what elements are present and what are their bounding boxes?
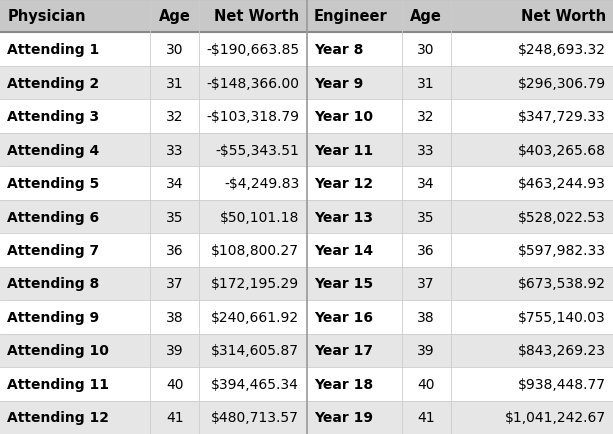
Bar (0, 233, 613, 267)
Text: $394,465.34: $394,465.34 (211, 377, 299, 391)
Text: 30: 30 (417, 43, 435, 57)
Text: Attending 2: Attending 2 (7, 76, 99, 90)
Text: 40: 40 (417, 377, 435, 391)
Bar (0, 0, 613, 33)
Text: 36: 36 (417, 243, 435, 257)
Text: -$148,366.00: -$148,366.00 (206, 76, 299, 90)
Text: Year 13: Year 13 (314, 210, 373, 224)
Text: 31: 31 (166, 76, 183, 90)
Text: $403,265.68: $403,265.68 (517, 143, 606, 157)
Text: Year 9: Year 9 (314, 76, 363, 90)
Text: -$103,318.79: -$103,318.79 (206, 110, 299, 124)
Text: $463,244.93: $463,244.93 (518, 177, 606, 191)
Text: Net Worth: Net Worth (520, 9, 606, 24)
Bar (0, 134, 613, 167)
Text: Year 17: Year 17 (314, 344, 373, 358)
Text: Year 19: Year 19 (314, 410, 373, 424)
Text: Year 11: Year 11 (314, 143, 373, 157)
Text: Year 8: Year 8 (314, 43, 364, 57)
Text: Attending 1: Attending 1 (7, 43, 99, 57)
Text: 38: 38 (166, 310, 183, 324)
Bar (0, 334, 613, 367)
Text: Attending 9: Attending 9 (7, 310, 99, 324)
Text: Year 16: Year 16 (314, 310, 373, 324)
Text: 40: 40 (166, 377, 183, 391)
Bar (0, 100, 613, 134)
Text: Net Worth: Net Worth (214, 9, 299, 24)
Text: Year 15: Year 15 (314, 277, 373, 291)
Text: $673,538.92: $673,538.92 (517, 277, 606, 291)
Text: Age: Age (410, 9, 442, 24)
Text: 34: 34 (166, 177, 183, 191)
Text: 36: 36 (166, 243, 183, 257)
Text: 37: 37 (166, 277, 183, 291)
Text: Year 10: Year 10 (314, 110, 373, 124)
Text: Year 12: Year 12 (314, 177, 373, 191)
Text: 35: 35 (417, 210, 435, 224)
Text: $347,729.33: $347,729.33 (518, 110, 606, 124)
Bar (0, 167, 613, 201)
Text: Attending 3: Attending 3 (7, 110, 99, 124)
Text: Attending 11: Attending 11 (7, 377, 109, 391)
Text: Attending 4: Attending 4 (7, 143, 99, 157)
Text: Attending 5: Attending 5 (7, 177, 99, 191)
Text: 31: 31 (417, 76, 435, 90)
Text: 35: 35 (166, 210, 183, 224)
Text: Attending 10: Attending 10 (7, 344, 109, 358)
Text: Attending 12: Attending 12 (7, 410, 109, 424)
Text: 39: 39 (166, 344, 183, 358)
Text: 39: 39 (417, 344, 435, 358)
Text: Attending 7: Attending 7 (7, 243, 99, 257)
Text: 41: 41 (417, 410, 435, 424)
Text: $938,448.77: $938,448.77 (517, 377, 606, 391)
Text: Year 18: Year 18 (314, 377, 373, 391)
Text: $597,982.33: $597,982.33 (517, 243, 606, 257)
Text: Age: Age (159, 9, 191, 24)
Bar (0, 401, 613, 434)
Text: -$55,343.51: -$55,343.51 (215, 143, 299, 157)
Text: 38: 38 (417, 310, 435, 324)
Text: -$4,249.83: -$4,249.83 (224, 177, 299, 191)
Text: 41: 41 (166, 410, 183, 424)
Text: $50,101.18: $50,101.18 (220, 210, 299, 224)
Bar (0, 300, 613, 334)
Text: 32: 32 (166, 110, 183, 124)
Text: $755,140.03: $755,140.03 (518, 310, 606, 324)
Text: Engineer: Engineer (314, 9, 387, 24)
Bar (0, 267, 613, 300)
Text: $108,800.27: $108,800.27 (211, 243, 299, 257)
Text: $296,306.79: $296,306.79 (517, 76, 606, 90)
Text: Year 14: Year 14 (314, 243, 373, 257)
Text: -$190,663.85: -$190,663.85 (206, 43, 299, 57)
Text: $1,041,242.67: $1,041,242.67 (504, 410, 606, 424)
Text: $248,693.32: $248,693.32 (517, 43, 606, 57)
Text: $314,605.87: $314,605.87 (211, 344, 299, 358)
Bar (0, 67, 613, 100)
Text: $480,713.57: $480,713.57 (211, 410, 299, 424)
Text: Attending 6: Attending 6 (7, 210, 99, 224)
Text: 33: 33 (417, 143, 435, 157)
Text: $528,022.53: $528,022.53 (518, 210, 606, 224)
Text: $843,269.23: $843,269.23 (517, 344, 606, 358)
Text: 32: 32 (417, 110, 435, 124)
Text: 34: 34 (417, 177, 435, 191)
Bar (0, 33, 613, 67)
Text: $240,661.92: $240,661.92 (211, 310, 299, 324)
Bar (0, 201, 613, 233)
Text: 30: 30 (166, 43, 183, 57)
Bar (0, 367, 613, 401)
Text: 33: 33 (166, 143, 183, 157)
Text: Attending 8: Attending 8 (7, 277, 99, 291)
Text: 37: 37 (417, 277, 435, 291)
Text: Physician: Physician (7, 9, 86, 24)
Text: $172,195.29: $172,195.29 (211, 277, 299, 291)
